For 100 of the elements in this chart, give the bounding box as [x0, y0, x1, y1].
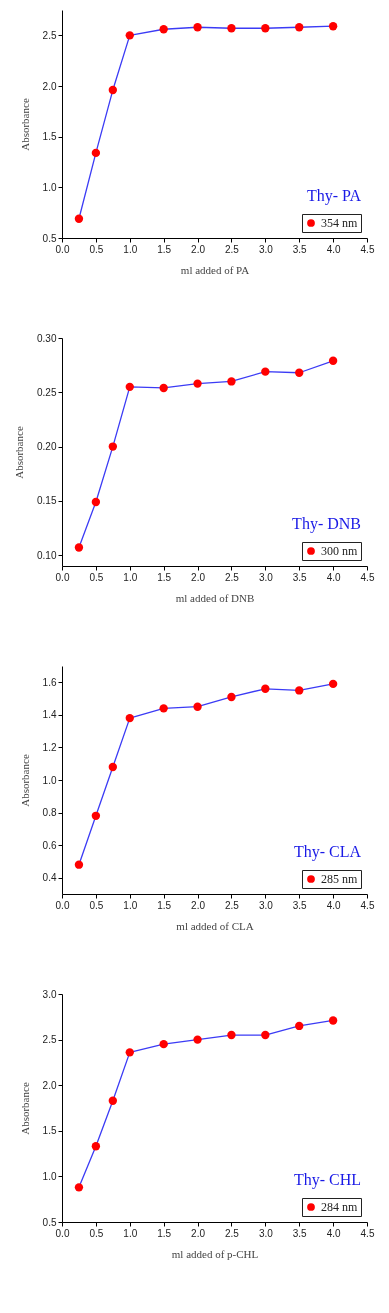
x-tick-label: 0.0 [55, 571, 70, 583]
x-tick-label: 4.5 [360, 899, 375, 911]
point [193, 379, 202, 388]
x-tick-label: 3.0 [258, 1227, 274, 1239]
x-tick-label: 1.0 [123, 1227, 138, 1239]
y-axis-title: Absorbance [18, 1082, 31, 1135]
x-tick-label: 4.5 [360, 1227, 375, 1239]
point [159, 704, 168, 713]
point [108, 442, 118, 451]
x-tick-label: 2.5 [224, 899, 240, 911]
x-tick-label: 3.0 [258, 899, 274, 911]
y-tick-label: 1.4 [42, 709, 57, 721]
x-tick-label: 4.0 [326, 571, 341, 583]
y-tick-label: 0.5 [42, 1216, 57, 1228]
x-tick-label: 4.0 [326, 243, 341, 255]
x-tick-label: 1.5 [157, 243, 172, 255]
point [227, 377, 236, 386]
point [328, 1016, 338, 1025]
point [91, 148, 101, 158]
point [227, 1030, 236, 1040]
point [125, 1048, 134, 1057]
point [295, 368, 304, 377]
y-tick-label: 1.0 [42, 1170, 57, 1182]
point [91, 1142, 101, 1151]
point [159, 25, 168, 34]
y-tick-label: 0.25 [37, 386, 57, 398]
y-axis-title: Absorbance [18, 754, 31, 807]
point [125, 382, 134, 392]
text: Thy- CLA [293, 843, 362, 861]
point [227, 692, 236, 702]
x-tick-label: 1.5 [157, 1227, 172, 1239]
y-tick-label: 1.0 [42, 181, 57, 193]
x-tick-label: 0.5 [89, 243, 104, 255]
y-tick-label: 0.15 [37, 495, 57, 507]
x-tick-label: 1.5 [157, 571, 172, 583]
point [227, 24, 236, 33]
x-tick-label: 1.0 [123, 571, 138, 583]
y-tick-label: 2.0 [42, 1079, 57, 1091]
y-tick-label: 1.5 [42, 131, 57, 143]
point [74, 214, 84, 223]
x-tick-label: 3.5 [292, 571, 308, 583]
point [261, 684, 270, 693]
x-tick-label: 0.0 [55, 243, 70, 255]
y-axis-title: Absorbance [13, 426, 26, 479]
x-tick-label: 2.5 [224, 1227, 240, 1239]
x-tick-label: 4.0 [326, 1227, 341, 1239]
point [159, 1039, 168, 1049]
y-tick-label: 1.2 [42, 741, 57, 753]
y-tick-label: 0.20 [37, 441, 57, 453]
x-tick-label: 0.5 [89, 899, 104, 911]
legend-label: 300 nm [321, 544, 358, 558]
x-tick-label: 1.0 [123, 243, 138, 255]
point [193, 1035, 202, 1044]
x-tick-label: 3.5 [292, 243, 308, 255]
y-tick-label: 2.5 [42, 1034, 57, 1046]
point [108, 762, 118, 772]
text: Thy- PA [306, 187, 362, 205]
x-tick-label: 2.0 [191, 243, 206, 255]
x-tick-label: 2.0 [191, 571, 206, 583]
x-tick-label: 4.0 [326, 899, 341, 911]
y-tick-label: 0.8 [42, 807, 57, 819]
point [261, 1030, 270, 1040]
legend-label: 285 nm [321, 872, 358, 886]
point [261, 24, 270, 33]
x-tick-label: 4.5 [360, 571, 375, 583]
x-tick-label: 2.5 [224, 243, 240, 255]
x-tick-label: 0.5 [89, 571, 104, 583]
y-tick-label: 1.5 [42, 1125, 57, 1137]
point [261, 367, 270, 376]
y-tick-label: 0.10 [37, 549, 57, 561]
x-axis-title: ml added of PA [180, 263, 250, 276]
x-tick-label: 3.5 [292, 899, 308, 911]
legend-label: 284 nm [321, 1200, 358, 1214]
y-tick-label: 1.0 [42, 774, 57, 786]
x-tick-label: 4.5 [360, 243, 375, 255]
x-axis-title: ml added of CLA [176, 919, 254, 932]
point [295, 1021, 304, 1031]
x-tick-label: 3.0 [258, 243, 274, 255]
point [295, 23, 304, 32]
point [108, 1096, 118, 1105]
point [193, 702, 202, 711]
text: Thy- CHL [293, 1171, 361, 1189]
x-tick-label: 3.5 [292, 1227, 308, 1239]
y-tick-label: 0.5 [42, 232, 57, 244]
x-tick-label: 0.5 [89, 1227, 104, 1239]
point [108, 85, 118, 95]
x-axis-title: ml added of DNB [175, 591, 255, 604]
point [328, 356, 338, 365]
x-axis-title: ml added of p-CHL [171, 1247, 259, 1260]
y-tick-label: 0.6 [42, 839, 57, 851]
point [74, 543, 84, 552]
text: Thy- DNB [292, 515, 361, 533]
x-tick-label: 1.5 [157, 899, 172, 911]
x-tick-label: 2.0 [191, 899, 206, 911]
point [125, 713, 134, 723]
y-axis-title: Absorbance [18, 98, 31, 151]
y-tick-label: 1.6 [42, 676, 57, 688]
point [193, 23, 202, 32]
y-tick-label: 0.30 [37, 332, 57, 344]
y-tick-label: 2.0 [42, 80, 57, 92]
